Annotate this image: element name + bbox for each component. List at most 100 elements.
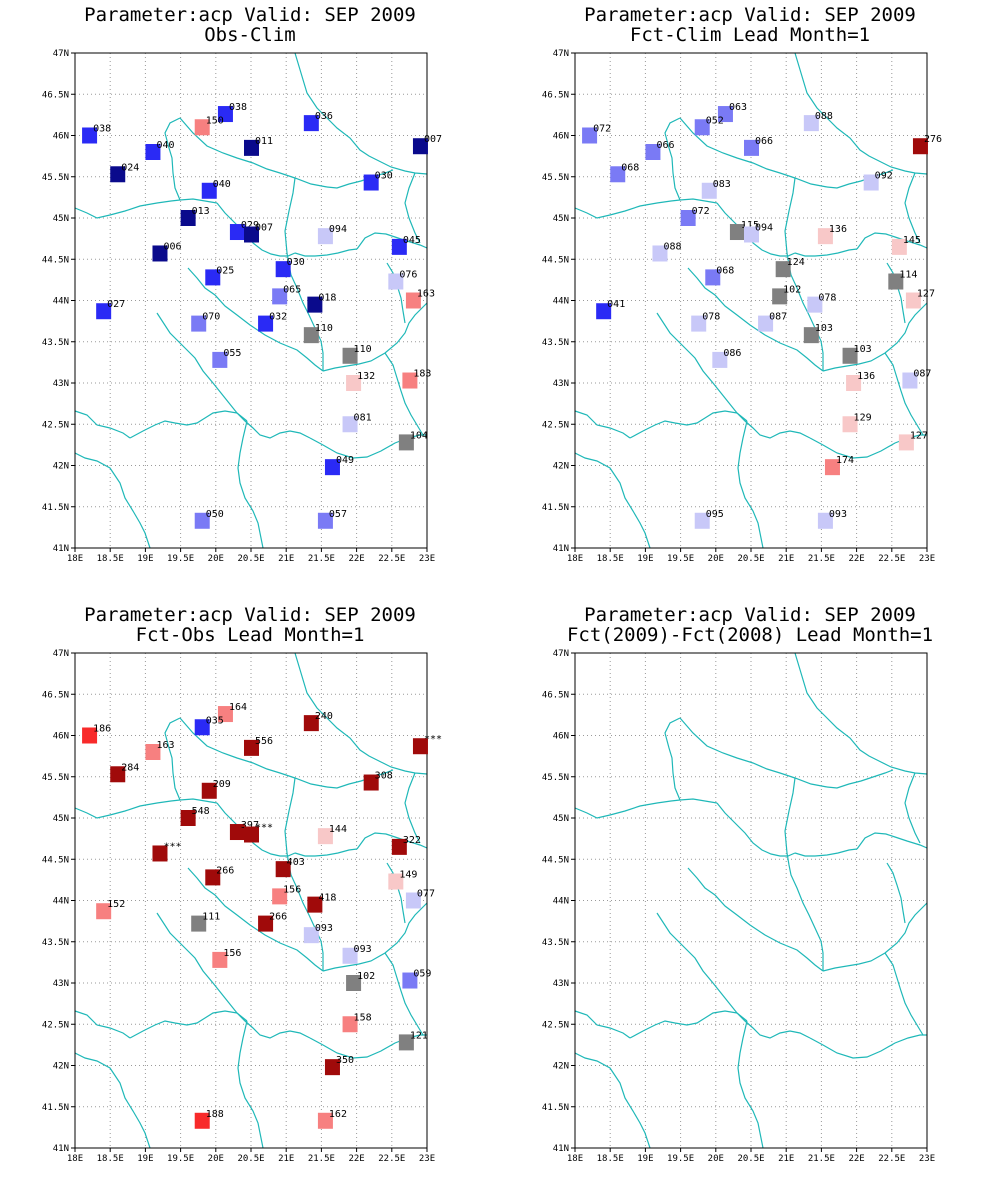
station-value-label: 266 <box>269 912 287 923</box>
station-value-label: 007 <box>255 223 273 234</box>
station-value-label: 065 <box>283 284 301 295</box>
x-tick-label: 21.5E <box>808 1154 835 1164</box>
coast-border-line <box>736 412 811 439</box>
station-value-label: 057 <box>329 509 347 520</box>
coast-border-line <box>326 769 394 789</box>
coast-border-line <box>384 952 424 1036</box>
y-tick-label: 42.5N <box>542 1020 569 1030</box>
station-value-label: 240 <box>315 711 333 722</box>
x-tick-label: 23E <box>419 1154 435 1164</box>
station-value-label: 266 <box>216 865 234 876</box>
station-marker <box>317 828 333 845</box>
chart-title: Parameter:acp Valid: SEP 2009 <box>584 604 916 626</box>
coast-border-line <box>784 177 796 254</box>
chart-title: Parameter:acp Valid: SEP 2009 <box>84 604 416 626</box>
y-tick-label: 47N <box>53 649 69 659</box>
station-marker <box>194 512 210 529</box>
x-tick-label: 22.5E <box>878 1154 905 1164</box>
station-value-label: 158 <box>354 1012 372 1023</box>
station-marker <box>145 144 161 160</box>
station-value-label: *** <box>163 841 181 852</box>
coast-border-line <box>236 412 311 439</box>
border-lines <box>574 652 928 1149</box>
coast-border-line <box>322 902 428 972</box>
x-tick-label: 19E <box>637 1154 653 1164</box>
station-marker <box>258 315 274 332</box>
coast-border-line <box>309 1034 427 1059</box>
station-marker <box>342 947 358 964</box>
x-tick-label: 22.5E <box>878 554 905 564</box>
station-value-label: 032 <box>269 312 287 323</box>
station-marker <box>110 766 126 783</box>
station-marker <box>905 292 921 309</box>
coast-border-line <box>129 1010 238 1039</box>
y-tick-label: 44.5N <box>42 255 69 265</box>
station-value-label: 070 <box>202 312 220 323</box>
station-value-label: 024 <box>121 162 139 173</box>
x-tick-label: 19.5E <box>667 554 694 564</box>
station-value-label: 164 <box>229 702 247 713</box>
station-marker <box>303 115 319 132</box>
station-value-label: 102 <box>357 971 375 982</box>
station-marker <box>212 351 228 368</box>
station-value-label: 086 <box>723 348 741 359</box>
y-tick-label: 45N <box>553 814 569 824</box>
coast-border-line <box>74 410 131 439</box>
coast-border-line <box>187 267 324 372</box>
x-tick-label: 20E <box>208 1154 224 1164</box>
station-marker <box>729 224 745 241</box>
station-value-label: 087 <box>913 369 931 380</box>
y-tick-label: 42N <box>53 462 69 472</box>
coast-border-line <box>386 262 406 324</box>
x-tick-label: 19E <box>137 554 153 564</box>
station-value-label: 038 <box>229 102 247 113</box>
x-tick-label: 18E <box>567 554 583 564</box>
station-marker <box>342 1016 358 1033</box>
x-tick-label: 22.5E <box>378 1154 405 1164</box>
x-tick-label: 22E <box>848 554 864 564</box>
gridlines <box>575 53 927 548</box>
station-value-label: 049 <box>336 455 354 466</box>
station-marker <box>205 869 221 886</box>
coast-border-line <box>687 267 824 372</box>
station-value-label: 078 <box>702 312 720 323</box>
coast-border-line <box>237 1020 264 1149</box>
x-tick-label: 19E <box>137 1154 153 1164</box>
coast-border-line <box>284 177 296 254</box>
station-marker <box>846 375 862 391</box>
station-marker <box>191 915 207 932</box>
y-tick-label: 43N <box>53 379 69 389</box>
x-tick-label: 18.5E <box>97 1154 124 1164</box>
station-value-label: 103 <box>854 344 872 355</box>
x-tick-label: 20.5E <box>237 1154 264 1164</box>
y-tick-label: 42.5N <box>542 420 569 430</box>
station-marker <box>317 512 333 529</box>
y-tick-label: 45.5N <box>542 173 569 183</box>
station-marker <box>180 810 196 826</box>
station-value-label: 350 <box>336 1055 354 1066</box>
station-marker <box>145 744 161 760</box>
x-tick-label: 23E <box>919 554 935 564</box>
station-marker <box>244 739 259 756</box>
station-value-label: 284 <box>121 762 139 773</box>
station-marker <box>303 327 319 344</box>
coast-border-line <box>679 717 828 788</box>
station-value-label: 059 <box>413 969 431 980</box>
station-marker <box>391 838 407 855</box>
station-value-label: 007 <box>424 134 442 145</box>
coast-border-line <box>179 717 328 788</box>
y-tick-label: 41N <box>53 1144 69 1154</box>
station-marker <box>610 166 626 183</box>
station-value-label: 103 <box>815 323 833 334</box>
station-marker <box>412 738 428 755</box>
station-marker <box>775 261 791 278</box>
station-value-label: 111 <box>202 912 220 923</box>
map-chart: 18E 18.5E 19E 19.5E 20E 20.5E 21E 21.5E 22E 22.5E… <box>542 49 942 564</box>
y-tick-label: 44N <box>53 897 69 907</box>
station-marker <box>307 296 323 313</box>
coast-border-line <box>822 302 928 372</box>
x-tick-label: 21E <box>778 554 794 564</box>
x-tick-label: 19.5E <box>167 1154 194 1164</box>
y-tick-label: 43N <box>53 979 69 989</box>
border-lines <box>74 52 428 549</box>
